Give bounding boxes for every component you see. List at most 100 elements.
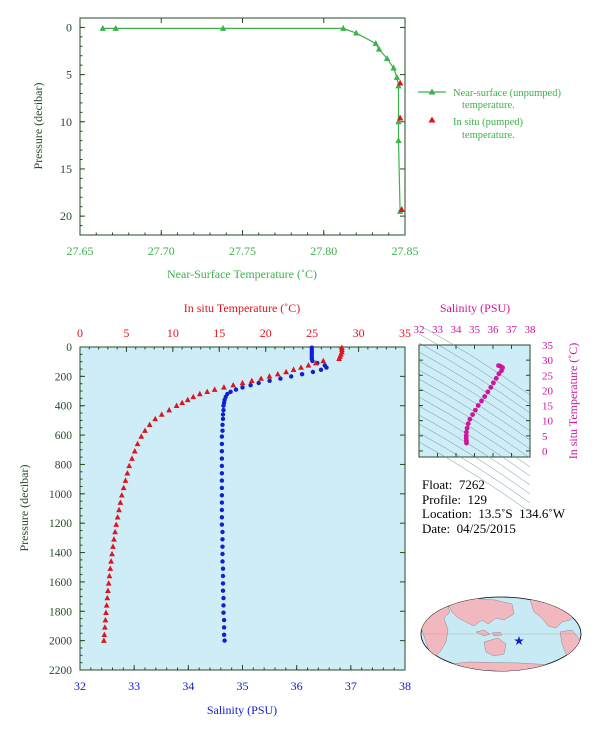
salinity-point: [221, 625, 227, 630]
temperature-point: [312, 359, 319, 366]
profile-y-axis-label: Pressure (decibar): [17, 465, 31, 552]
top-y-tick-label: 0: [66, 20, 72, 34]
ts-point: [463, 433, 469, 439]
pumped-temperature-point: [396, 114, 404, 121]
temperature-tick-label: 20: [260, 326, 272, 340]
ts-density-contour: [418, 324, 531, 396]
temperature-point: [166, 406, 173, 413]
float-info: Float: 7262 Profile: 129 Location: 13.5˚…: [422, 477, 565, 536]
top-y-axis-label: Pressure (decibar): [31, 83, 45, 170]
legend-unpumped-line2: temperature.: [462, 100, 515, 111]
temperature-point: [103, 609, 109, 615]
temperature-point: [221, 384, 227, 390]
salinity-point: [219, 434, 225, 439]
ts-point: [482, 394, 488, 399]
salinity-point: [256, 380, 261, 386]
pressure-tick-label: 2000: [49, 636, 72, 648]
ts-density-contour: [418, 432, 531, 504]
ts-x-tick-label: 34: [451, 324, 463, 336]
salinity-point: [220, 422, 225, 427]
temperature-point: [100, 637, 107, 643]
profile-axis-ticks: 0 5 10 15 20 25 30 35 32 33 34 35 36 37 38 0 200 400 600 80…: [49, 326, 411, 693]
temperature-point: [266, 373, 273, 379]
unpumped-temperature-point: [395, 137, 402, 144]
salinity-tick-label: 38: [399, 679, 411, 693]
ts-point: [467, 416, 473, 422]
profile-plot-background: [79, 346, 406, 671]
salinity-point: [240, 385, 245, 390]
salinity-point: [219, 522, 225, 527]
salinity-point: [267, 378, 272, 383]
temperature-point: [158, 411, 165, 417]
pressure-tick-label: 1800: [49, 606, 72, 618]
salinity-point: [220, 412, 226, 417]
salinity-point: [220, 551, 225, 557]
temperature-point: [126, 462, 133, 469]
temperature-point: [134, 440, 141, 447]
top-chart: 27.65 27.70 27.75 27.80 27.85 0 5 10 15 20 Near-S…: [31, 17, 561, 281]
float-location-marker: [514, 636, 524, 645]
ts-density-contour: [418, 441, 531, 513]
pumped-temperature-point: [398, 206, 405, 212]
pressure-tick-label: 200: [55, 371, 73, 383]
top-x-tick-label: 27.80: [310, 244, 337, 258]
ts-density-contour: [418, 396, 531, 468]
pumped-temperature-point: [396, 79, 404, 86]
unpumped-temperature-point: [383, 55, 391, 62]
salinity-point: [221, 610, 226, 615]
salinity-point: [219, 515, 225, 520]
ts-point: [470, 412, 475, 417]
temperature-point: [142, 427, 148, 433]
salinity-point: [219, 500, 225, 505]
ts-density-contour: [418, 414, 531, 486]
legend-marker-pumped: [428, 116, 436, 123]
salinity-point: [220, 428, 225, 433]
top-y-tick-label: 15: [60, 162, 72, 176]
ts-point: [475, 403, 481, 408]
temperature-point: [112, 528, 118, 535]
salinity-tick-label: 33: [128, 679, 140, 693]
legend-unpumped-line1: Near-surface (unpumped): [453, 88, 561, 99]
top-x-tick-label: 27.70: [148, 244, 175, 258]
temperature-point: [138, 433, 145, 439]
ts-axis-ticks: 32 33 34 35 36 37 38 0 5 10 15 20 25 30 35: [414, 324, 554, 458]
top-y-tick-label: 10: [60, 115, 72, 129]
legend-marker-unpumped: [428, 88, 436, 95]
salinity-point: [219, 493, 225, 498]
ts-chart: 32 33 34 35 36 37 38 0 5 10 15 20 25 30 35 Salinity (P…: [414, 301, 580, 513]
salinity-point: [219, 463, 225, 469]
salinity-point: [221, 632, 227, 637]
ts-y-tick-label: 5: [542, 431, 548, 443]
temperature-point: [248, 377, 255, 384]
salinity-point: [220, 416, 226, 422]
profile-number: Profile: 129: [422, 491, 487, 507]
temperature-point: [105, 580, 112, 586]
salinity-point: [220, 566, 226, 571]
ts-density-contour: [418, 342, 531, 414]
top-y-tick-label: 20: [60, 209, 72, 223]
salinity-point: [221, 603, 226, 608]
ts-x-tick-label: 33: [432, 324, 444, 336]
temperature-point: [114, 514, 121, 520]
unpumped-temperature-point: [390, 64, 397, 71]
temperature-point: [204, 388, 211, 395]
temperature-point: [152, 415, 159, 422]
salinity-point: [220, 544, 225, 549]
temperature-point: [106, 572, 113, 579]
top-series-layer: [99, 24, 405, 214]
pressure-tick-label: 1600: [49, 577, 72, 589]
salinity-point: [221, 407, 226, 413]
salinity-tick-label: 36: [291, 679, 303, 693]
temperature-point: [184, 396, 191, 403]
salinity-point: [324, 365, 329, 370]
salinity-point: [220, 537, 225, 542]
temperature-point: [102, 616, 109, 623]
pressure-tick-label: 600: [55, 430, 73, 442]
temperature-point: [211, 386, 218, 392]
salinity-point: [220, 588, 226, 593]
salinity-point: [219, 471, 225, 476]
pressure-tick-label: 1000: [49, 489, 72, 501]
map-land-asia: [445, 597, 515, 627]
salinity-point: [233, 387, 239, 392]
salinity-point: [219, 485, 225, 491]
